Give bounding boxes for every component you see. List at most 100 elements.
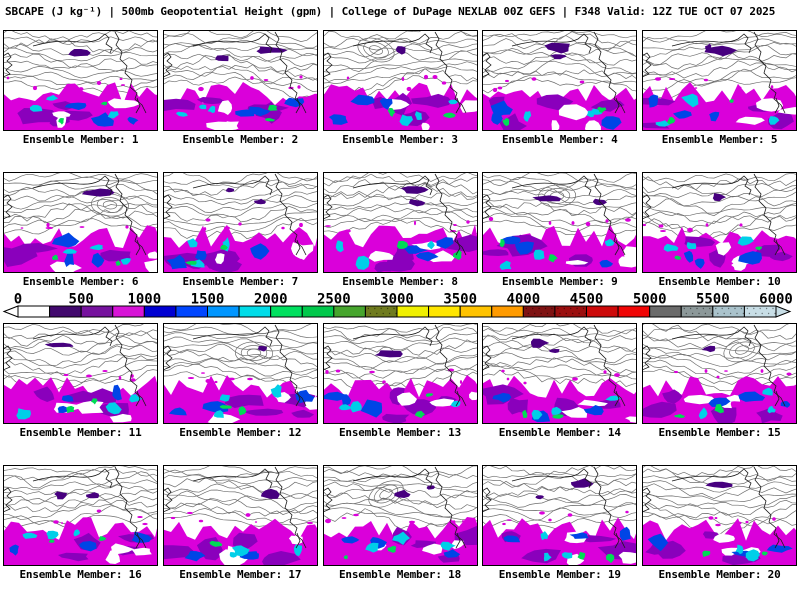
ensemble-row-1: Ensemble Member: 1 Ensemble Member: 2 Ense…	[0, 30, 800, 148]
colorbar-cell	[491, 305, 524, 318]
ensemble-member-caption: Ensemble Member: 20	[658, 568, 781, 581]
map-member-4	[482, 30, 638, 131]
ensemble-row-2: Ensemble Member: 6 Ensemble Member: 7 Ense…	[0, 172, 800, 290]
colorbar-tick: 3500	[443, 293, 477, 308]
ensemble-member-caption: Ensemble Member: 3	[342, 133, 458, 146]
ensemble-member-caption: Ensemble Member: 11	[19, 426, 142, 439]
map-member-8	[322, 172, 478, 273]
ensemble-member-caption: Ensemble Member: 12	[179, 426, 302, 439]
colorbar-cell	[649, 305, 682, 318]
ensemble-panel-12: Ensemble Member: 12	[162, 323, 318, 441]
colorbar-cell	[143, 305, 177, 318]
ensemble-panel-11: Ensemble Member: 11	[3, 323, 158, 441]
map-member-19	[482, 465, 638, 566]
colorbar-cell	[80, 305, 114, 318]
colorbar-tick: 2500	[317, 293, 351, 308]
map-member-13	[322, 323, 478, 424]
map-member-1	[3, 30, 158, 131]
ensemble-panel-16: Ensemble Member: 16	[3, 465, 158, 583]
map-member-15	[642, 323, 797, 424]
colorbar-tick: 4000	[506, 293, 540, 308]
colorbar-cell	[617, 305, 651, 318]
ensemble-member-caption: Ensemble Member: 5	[661, 133, 778, 146]
ensemble-member-caption: Ensemble Member: 1	[22, 133, 139, 146]
colorbar-cell	[396, 305, 430, 318]
ensemble-row-4: Ensemble Member: 16 Ensemble Member: 17 En…	[0, 465, 800, 583]
ensemble-member-caption: Ensemble Member: 9	[501, 275, 618, 288]
map-member-12	[162, 323, 318, 424]
map-member-14	[482, 323, 638, 424]
map-member-6	[3, 172, 158, 273]
colorbar-left-arrow	[2, 305, 19, 318]
ensemble-panel-5: Ensemble Member: 5	[642, 30, 797, 148]
ensemble-row-3: Ensemble Member: 11 Ensemble Member: 12 En…	[0, 323, 800, 441]
colorbar-tick: 5500	[696, 293, 730, 308]
colorbar-cell	[743, 305, 777, 318]
colorbar-cell	[428, 305, 461, 318]
ensemble-panel-3: Ensemble Member: 3	[322, 30, 478, 148]
colorbar-cell	[207, 305, 240, 318]
colorbar-cell	[364, 305, 398, 318]
ensemble-panel-15: Ensemble Member: 15	[642, 323, 797, 441]
colorbar-cell	[49, 305, 82, 318]
map-member-20	[642, 465, 797, 566]
ensemble-member-caption: Ensemble Member: 10	[658, 275, 781, 288]
ensemble-member-caption: Ensemble Member: 13	[338, 426, 462, 439]
ensemble-member-caption: Ensemble Member: 19	[498, 568, 621, 581]
colorbar-tick: 3000	[380, 293, 414, 308]
ensemble-member-caption: Ensemble Member: 8	[342, 275, 458, 288]
ensemble-member-caption: Ensemble Member: 14	[498, 426, 621, 439]
ensemble-member-caption: Ensemble Member: 15	[658, 426, 781, 439]
ensemble-member-caption: Ensemble Member: 7	[182, 275, 299, 288]
ensemble-member-caption: Ensemble Member: 16	[19, 568, 142, 581]
ensemble-member-caption: Ensemble Member: 17	[179, 568, 302, 581]
colorbar-cell	[459, 305, 493, 318]
product-title: SBCAPE (J kg⁻¹) | 500mb Geopotential Hei…	[5, 5, 776, 18]
colorbar-tick: 4500	[570, 293, 604, 308]
ensemble-panel-6: Ensemble Member: 6	[3, 172, 158, 290]
colorbar-cell	[17, 305, 51, 318]
colorbar-cell	[554, 305, 587, 318]
ensemble-panel-7: Ensemble Member: 7	[162, 172, 318, 290]
ensemble-panel-17: Ensemble Member: 17	[162, 465, 318, 583]
colorbar-cell	[586, 305, 619, 318]
ensemble-member-caption: Ensemble Member: 18	[338, 568, 462, 581]
ensemble-panel-1: Ensemble Member: 1	[3, 30, 158, 148]
ensemble-panel-13: Ensemble Member: 13	[322, 323, 478, 441]
ensemble-panel-4: Ensemble Member: 4	[482, 30, 638, 148]
colorbar-tick: 0	[14, 293, 22, 308]
ensemble-panel-18: Ensemble Member: 18	[322, 465, 478, 583]
colorbar-tick: 2000	[254, 293, 288, 308]
ensemble-panel-19: Ensemble Member: 19	[482, 465, 638, 583]
map-member-10	[642, 172, 797, 273]
map-member-18	[322, 465, 478, 566]
ensemble-panel-2: Ensemble Member: 2	[162, 30, 318, 148]
gefs-ensemble-product: SBCAPE (J kg⁻¹) | 500mb Geopotential Hei…	[0, 5, 800, 583]
cape-colorbar: 0 500 1000 1500 2000 2500 3000 3500 4000 4500 5000…	[0, 293, 800, 321]
colorbar-cell	[301, 305, 335, 318]
colorbar-cell	[238, 305, 272, 318]
ensemble-member-caption: Ensemble Member: 4	[501, 133, 618, 146]
colorbar-cell	[333, 305, 366, 318]
ensemble-member-caption: Ensemble Member: 6	[22, 275, 139, 288]
ensemble-panel-20: Ensemble Member: 20	[642, 465, 797, 583]
map-member-7	[162, 172, 318, 273]
colorbar-cell	[175, 305, 208, 318]
map-member-17	[162, 465, 318, 566]
ensemble-panel-9: Ensemble Member: 9	[482, 172, 638, 290]
colorbar-tick: 6000	[759, 293, 793, 308]
ensemble-panel-8: Ensemble Member: 8	[322, 172, 478, 290]
ensemble-member-caption: Ensemble Member: 2	[182, 133, 299, 146]
ensemble-panel-14: Ensemble Member: 14	[482, 323, 638, 441]
map-member-5	[642, 30, 797, 131]
colorbar-tick: 1000	[127, 293, 161, 308]
colorbar-cell	[712, 305, 745, 318]
colorbar-cell	[522, 305, 556, 318]
map-member-11	[3, 323, 158, 424]
map-member-9	[482, 172, 638, 273]
map-member-16	[3, 465, 158, 566]
colorbar-tick: 500	[69, 293, 94, 308]
colorbar-right-arrow	[775, 305, 792, 318]
colorbar-tick: 1500	[191, 293, 225, 308]
colorbar-cell	[112, 305, 145, 318]
